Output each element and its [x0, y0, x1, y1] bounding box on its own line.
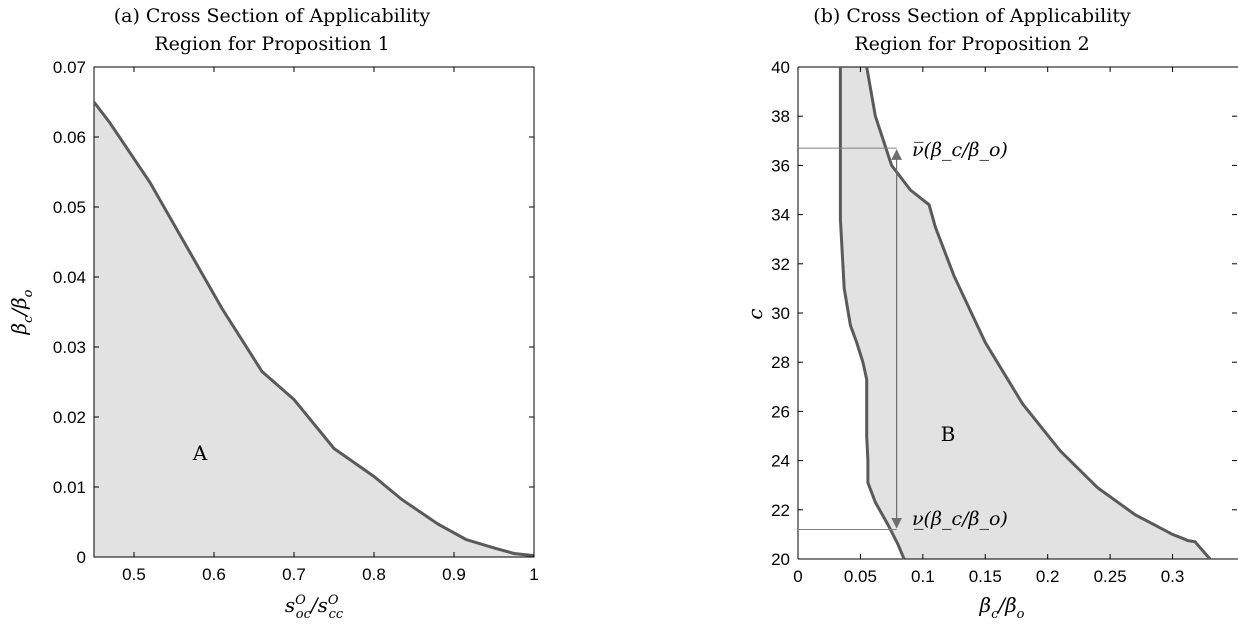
panel-b-annotations	[798, 147, 903, 530]
x-tick-label: 0	[793, 567, 802, 586]
y-tick-label: 0.04	[53, 268, 86, 287]
x-tick-label: 0.9	[442, 565, 466, 584]
y-tick-label: 0.05	[53, 198, 86, 217]
panel-a-y-axis-label: βc/βo	[7, 289, 36, 335]
panel-b-x-axis-label: βc/βo	[979, 593, 1025, 622]
panel-b-lower-bound-line	[838, 67, 906, 560]
panel-a: (a) Cross Section of Applicability Regio…	[7, 5, 539, 622]
x-tick-label: 0.5	[122, 565, 146, 584]
panel-b-title-line1: (b) Cross Section of Applicability	[813, 5, 1131, 27]
x-tick-label: 0.1	[911, 567, 935, 586]
y-tick-label: 36	[771, 156, 790, 175]
x-tick-label: 0.05	[844, 567, 877, 586]
panel-b-region-label: B	[941, 422, 956, 446]
y-tick-label: 26	[771, 402, 790, 421]
panel-b-upper-curve-label: ν̅(β_c/β_o)	[912, 139, 1008, 161]
panel-b-y-axis-label: c	[743, 308, 767, 319]
panel-a-x-axis-label: sO oc/sO cc	[285, 593, 344, 622]
panel-b: (b) Cross Section of Applicability Regio…	[743, 5, 1238, 622]
panel-b-title-line2: Region for Proposition 2	[854, 33, 1089, 55]
y-tick-label: 32	[771, 255, 790, 274]
y-tick-label: 38	[771, 107, 790, 126]
x-tick-label: 0.2	[1036, 567, 1060, 586]
x-tick-label: 0.7	[282, 565, 306, 584]
y-tick-label: 20	[771, 550, 790, 569]
panel-a-boundary-line	[92, 101, 535, 558]
panel-a-title-line1: (a) Cross Section of Applicability	[114, 5, 431, 27]
y-tick-label: 0	[77, 548, 86, 567]
panel-b-ticks: 0 0.05 0.1 0.15 0.2 0.25 0.3 20 22 24 26 28 30 32 34 36…	[771, 58, 1237, 586]
panel-a-region-label: A	[192, 441, 208, 465]
panel-b-region-fill	[840, 67, 1210, 559]
y-tick-label: 28	[771, 353, 790, 372]
x-tick-label: 0.6	[202, 565, 226, 584]
x-tick-label: 0.3	[1161, 567, 1185, 586]
x-tick-label: 1	[529, 565, 538, 584]
x-tick-label: 0.15	[969, 567, 1002, 586]
y-tick-label: 0.06	[53, 128, 86, 147]
panel-b-upper-bound-line	[865, 66, 1212, 560]
y-tick-label: 34	[771, 206, 790, 225]
y-tick-label: 40	[771, 58, 790, 77]
y-tick-label: 24	[771, 452, 790, 471]
panel-a-title-line2: Region for Proposition 1	[154, 33, 389, 55]
y-tick-label: 0.01	[53, 478, 86, 497]
y-tick-label: 0.02	[53, 408, 86, 427]
y-tick-label: 22	[771, 501, 790, 520]
panel-a-axes-frame	[93, 66, 535, 558]
panel-a-ticks: 0.5 0.6 0.7 0.8 0.9 1 0 0.01 0.02 0.03 0.04 0.05 0.0…	[53, 58, 539, 584]
panel-b-lower-curve-label: ν̲(β_c/β_o)	[912, 508, 1008, 530]
panel-a-region-fill	[94, 102, 534, 557]
y-tick-label: 30	[771, 304, 790, 323]
y-tick-label: 0.03	[53, 338, 86, 357]
x-tick-label: 0.8	[362, 565, 386, 584]
x-tick-label: 0.25	[1094, 567, 1127, 586]
y-tick-label: 0.07	[53, 58, 86, 77]
